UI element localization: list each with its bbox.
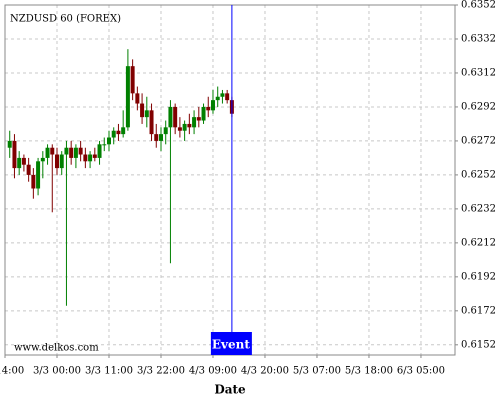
candle-body bbox=[12, 140, 17, 169]
y-tick-label: 0.6352 bbox=[461, 0, 496, 11]
candle-body bbox=[210, 100, 215, 111]
candle-body bbox=[88, 154, 93, 162]
candle-body bbox=[220, 93, 225, 97]
y-tick-label: 0.6212 bbox=[461, 237, 496, 248]
y-tick-label: 0.6232 bbox=[461, 203, 496, 214]
candle-body bbox=[73, 147, 78, 158]
y-tick-label: 0.6192 bbox=[461, 271, 496, 282]
candle-body bbox=[78, 147, 83, 155]
y-tick-label: 0.6332 bbox=[461, 33, 496, 44]
x-tick-label: 3 14:00 bbox=[0, 366, 24, 377]
y-tick-label: 0.6152 bbox=[461, 339, 496, 350]
candle-body bbox=[40, 157, 45, 162]
x-axis-label: Date bbox=[214, 383, 246, 397]
y-tick-label: 0.6252 bbox=[461, 169, 496, 180]
candle-body bbox=[111, 130, 116, 138]
candle-body bbox=[192, 117, 197, 128]
chart-title: NZDUSD 60 (FOREX) bbox=[10, 14, 121, 25]
candle-body bbox=[45, 147, 50, 158]
candle-body bbox=[7, 140, 12, 148]
candle-body bbox=[182, 123, 187, 131]
candle-body bbox=[215, 96, 220, 101]
candle-body bbox=[158, 134, 163, 141]
candle-body bbox=[102, 144, 107, 146]
x-tick-label: 6/3 05:00 bbox=[397, 366, 445, 377]
candle-body bbox=[125, 66, 130, 128]
candle-body bbox=[17, 157, 22, 169]
candle-body bbox=[26, 164, 31, 175]
candle-body bbox=[92, 154, 97, 158]
event-box bbox=[210, 332, 252, 355]
event-label: Event bbox=[212, 338, 250, 352]
candle-body bbox=[177, 127, 182, 131]
y-tick-label: 0.6312 bbox=[461, 67, 496, 78]
y-tick-label: 0.6272 bbox=[461, 135, 496, 146]
candle-body bbox=[196, 117, 201, 121]
candle-body bbox=[173, 106, 178, 128]
x-tick-label: 5/3 18:00 bbox=[345, 366, 393, 377]
candle-body bbox=[69, 147, 74, 158]
candle-body bbox=[116, 130, 121, 135]
candle-body bbox=[50, 147, 55, 155]
x-tick-label: 3/3 22:00 bbox=[137, 366, 185, 377]
candle-body bbox=[36, 161, 41, 189]
x-tick-label: 5/3 07:00 bbox=[293, 366, 341, 377]
candle-body bbox=[201, 106, 206, 121]
y-tick-label: 0.6172 bbox=[461, 305, 496, 316]
x-tick-label: 3/3 11:00 bbox=[85, 366, 133, 377]
candle-body bbox=[187, 123, 192, 128]
candle-body bbox=[130, 66, 135, 94]
candle-body bbox=[97, 144, 102, 158]
y-tick-label: 0.6292 bbox=[461, 101, 496, 112]
candle-body bbox=[140, 103, 145, 118]
x-tick-label: 3/3 00:00 bbox=[33, 366, 81, 377]
candle-body bbox=[121, 127, 126, 135]
candle-body bbox=[149, 110, 154, 135]
x-tick-label: 4/3 09:00 bbox=[189, 366, 237, 377]
candle-body bbox=[106, 137, 111, 145]
candle-body bbox=[135, 93, 140, 104]
candle-body bbox=[206, 106, 211, 111]
candle-body bbox=[31, 174, 36, 189]
candle-body bbox=[154, 134, 159, 141]
candle-body bbox=[144, 110, 149, 118]
candle-body bbox=[168, 106, 173, 128]
watermark: www.delkos.com bbox=[14, 343, 99, 354]
candle-body bbox=[225, 93, 230, 101]
candle-body bbox=[83, 154, 88, 162]
candle-body bbox=[21, 157, 26, 165]
candle-body bbox=[54, 154, 59, 169]
candle-body bbox=[64, 147, 69, 155]
x-tick-label: 4/3 20:00 bbox=[241, 366, 289, 377]
plot-area bbox=[5, 5, 455, 355]
candle-body bbox=[59, 154, 64, 169]
candle-body bbox=[163, 127, 168, 135]
